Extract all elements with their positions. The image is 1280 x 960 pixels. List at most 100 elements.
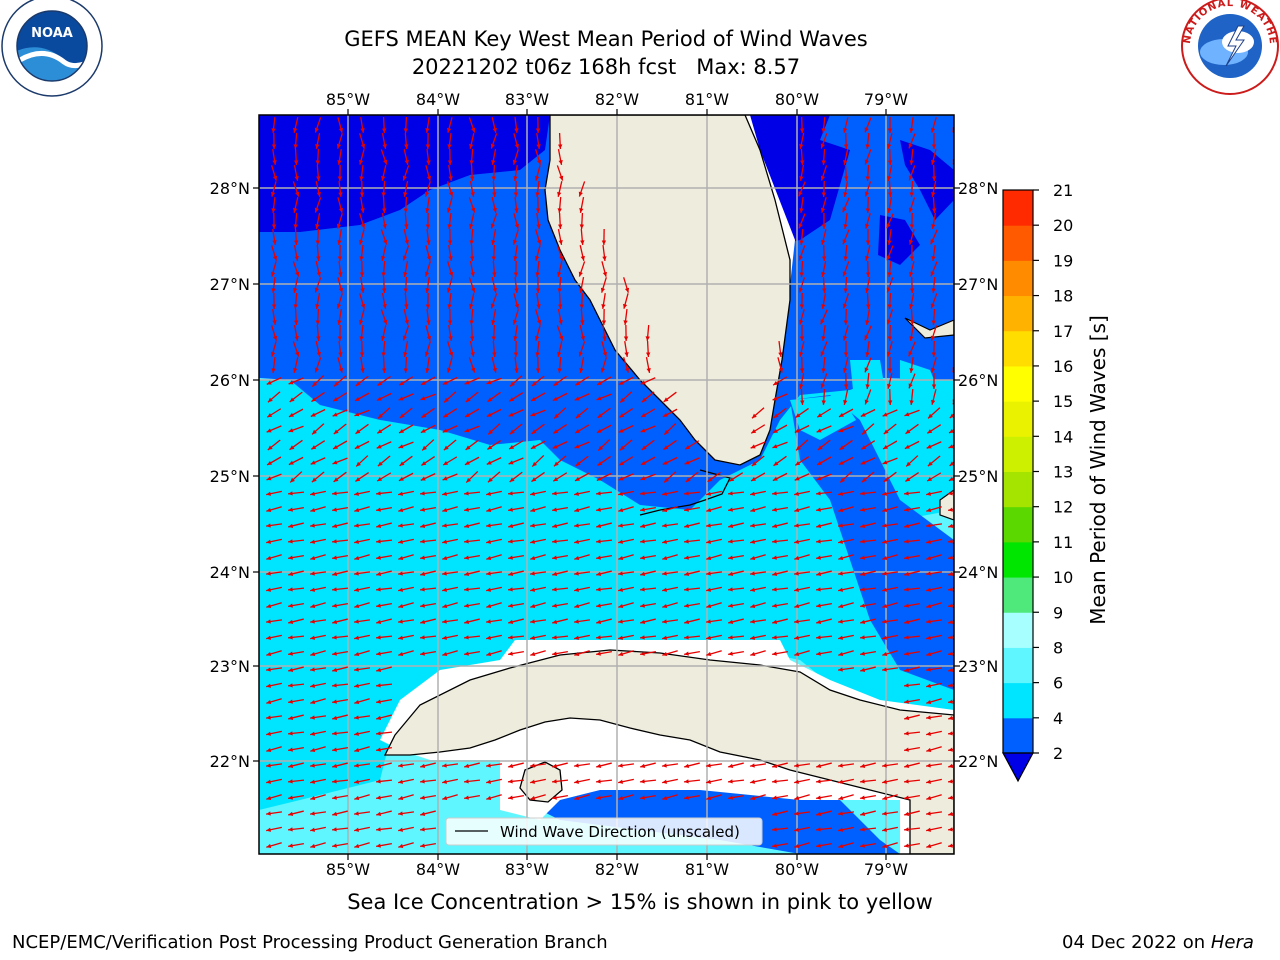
wind-wave-arrowhead: [337, 240, 342, 245]
wind-wave-arrowhead: [620, 397, 625, 403]
wind-wave-arrowhead: [486, 587, 492, 592]
wind-wave-arrowhead: [662, 539, 668, 544]
wind-wave-arrowhead: [596, 428, 602, 433]
wind-wave-arrowhead: [886, 223, 891, 229]
wind-wave-arrow: [956, 229, 957, 245]
wind-wave-arrowhead: [464, 763, 470, 768]
wind-wave-arrowhead: [904, 571, 910, 576]
wind-wave-arrowhead: [447, 320, 453, 325]
wind-wave-arrowhead: [596, 571, 602, 576]
wind-wave-arrowhead: [267, 445, 273, 451]
wind-wave-arrowhead: [843, 224, 848, 229]
wind-wave-arrowhead: [860, 603, 865, 608]
lon-tick-top: 79°W: [864, 90, 908, 109]
colorbar-tick: 9: [1053, 603, 1063, 622]
wind-wave-arrowhead: [448, 351, 454, 357]
wind-wave-arrowhead: [816, 491, 821, 496]
wind-wave-arrowhead: [486, 763, 491, 768]
wind-wave-arrowhead: [684, 795, 689, 800]
wind-wave-arrowhead: [376, 715, 382, 720]
wind-wave-arrowhead: [288, 667, 294, 672]
colorbar-band: [1003, 471, 1033, 508]
wind-wave-arrowhead: [336, 303, 342, 309]
wind-wave-arrowhead: [508, 460, 514, 465]
wind-wave-arrowhead: [338, 272, 343, 277]
wind-wave-arrowhead: [618, 476, 624, 481]
wind-wave-arrowhead: [931, 320, 936, 325]
wind-wave-arrowhead: [618, 635, 624, 640]
wind-wave-arrowhead: [464, 539, 469, 544]
wind-wave-arrowhead: [332, 843, 337, 848]
wind-wave-arrowhead: [799, 128, 805, 133]
wind-wave-arrowhead: [574, 523, 579, 528]
wind-wave-arrowhead: [772, 619, 778, 624]
colorbar: 2 4 6 8 9 10 11 12 13 14 15 16 17 18 19 20 21: [1001, 181, 1073, 783]
wind-wave-arrowhead: [332, 763, 338, 768]
wind-wave-arrowhead: [376, 747, 381, 752]
wind-wave-arrowhead: [530, 412, 536, 417]
wind-wave-arrowhead: [354, 699, 360, 705]
wind-wave-arrowhead: [316, 256, 321, 261]
wind-wave-arrowhead: [842, 271, 847, 277]
colorbar-tick: 20: [1053, 216, 1073, 235]
wind-wave-arrowhead: [530, 555, 536, 561]
wind-wave-arrowhead: [596, 539, 601, 544]
wind-wave-arrowhead: [420, 603, 425, 608]
wind-wave-arrowhead: [574, 795, 580, 801]
wind-wave-arrowhead: [860, 523, 866, 528]
wind-wave-arrowhead: [332, 571, 338, 576]
wind-wave-arrowhead: [640, 603, 645, 608]
wind-wave-arrowhead: [750, 779, 756, 784]
wind-wave-arrowhead: [398, 476, 404, 481]
wind-wave-arrowhead: [288, 523, 294, 528]
wind-wave-arrowhead: [376, 843, 381, 848]
wind-wave-arrowhead: [927, 429, 933, 434]
wind-wave-arrowhead: [492, 272, 497, 277]
wind-wave-arrowhead: [266, 555, 272, 561]
wind-wave-arrowhead: [640, 795, 645, 800]
wind-wave-arrowhead: [293, 287, 298, 293]
wind-wave-arrowhead: [469, 143, 474, 149]
wind-wave-arrowhead: [816, 539, 821, 544]
wind-wave-arrowhead: [926, 699, 932, 705]
wind-wave-arrowhead: [799, 208, 804, 213]
wind-wave-arrowhead: [557, 351, 562, 357]
wind-wave-arrows: [265, 116, 957, 849]
wind-wave-arrowhead: [512, 239, 518, 245]
wind-wave-arrowhead: [270, 191, 276, 197]
lat-tick-right: 22°N: [958, 752, 998, 771]
wind-wave-arrowhead: [904, 523, 910, 528]
wind-wave-arrowhead: [338, 352, 343, 357]
wind-wave-arrowhead: [618, 539, 624, 544]
wind-wave-arrowhead: [926, 571, 931, 576]
legend-text: Wind Wave Direction (unscaled): [500, 823, 740, 841]
wind-wave-arrowhead: [514, 223, 520, 229]
lat-tick-left: 24°N: [210, 563, 250, 582]
wind-wave-arrowhead: [508, 779, 513, 784]
wind-wave-arrowhead: [288, 827, 293, 832]
wind-wave-arrowhead: [398, 555, 404, 561]
wind-wave-arrowhead: [530, 635, 536, 640]
wind-wave-arrowhead: [383, 239, 388, 245]
wind-wave-arrowhead: [882, 587, 888, 592]
wind-wave-arrowhead: [266, 491, 272, 496]
wind-wave-arrowhead: [559, 175, 564, 181]
wind-wave-arrowhead: [402, 335, 407, 341]
nws-logo-text: NATIONAL WEATHER SERVICE: [0, 0, 1277, 45]
wind-wave-arrowhead: [864, 159, 869, 165]
wind-wave-arrowhead: [750, 651, 756, 657]
wind-wave-arrowhead: [926, 763, 931, 768]
lon-tick-bottom: 83°W: [505, 860, 549, 879]
wind-wave-arrowhead: [552, 779, 557, 784]
wind-wave-arrowhead: [820, 319, 825, 325]
wind-wave-arrowhead: [530, 507, 536, 513]
colorbar-tick: 14: [1053, 427, 1073, 446]
wind-wave-arrowhead: [536, 319, 542, 325]
wind-wave-arrowhead: [403, 128, 408, 133]
wind-wave-arrowhead: [905, 429, 911, 434]
wind-wave-arrowhead: [376, 491, 381, 496]
wind-wave-arrowhead: [684, 523, 690, 528]
wind-wave-arrowhead: [508, 555, 513, 560]
wind-wave-arrowhead: [909, 192, 914, 197]
lon-tick-top: 84°W: [416, 90, 460, 109]
